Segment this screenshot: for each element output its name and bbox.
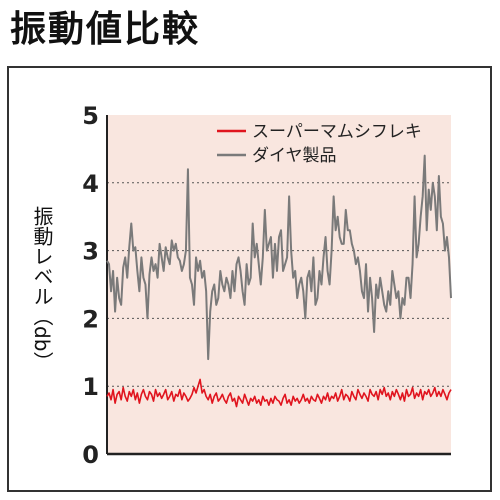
legend-label-super-mamushi: スーパーマムシフレキ xyxy=(252,122,422,142)
legend-label-daiya: ダイヤ製品 xyxy=(252,146,337,166)
y-axis-label: 振動レベル（db） xyxy=(30,206,54,372)
y-tick-labels: 0 1 2 3 4 5 xyxy=(82,102,99,469)
y-tick-label: 2 xyxy=(82,305,99,333)
y-tick-label: 5 xyxy=(82,102,99,130)
series-line-daiya xyxy=(106,154,452,361)
y-tick-label: 0 xyxy=(82,441,99,469)
legend: スーパーマムシフレキ ダイヤ製品 xyxy=(217,122,422,166)
series-line-super-mamushi xyxy=(106,378,452,408)
y-tick-label: 1 xyxy=(82,373,99,401)
y-tick-label: 3 xyxy=(82,238,99,266)
y-tick-label: 4 xyxy=(82,170,99,198)
series-layer xyxy=(106,154,452,408)
page-title: 振動値比較 xyxy=(10,9,201,50)
